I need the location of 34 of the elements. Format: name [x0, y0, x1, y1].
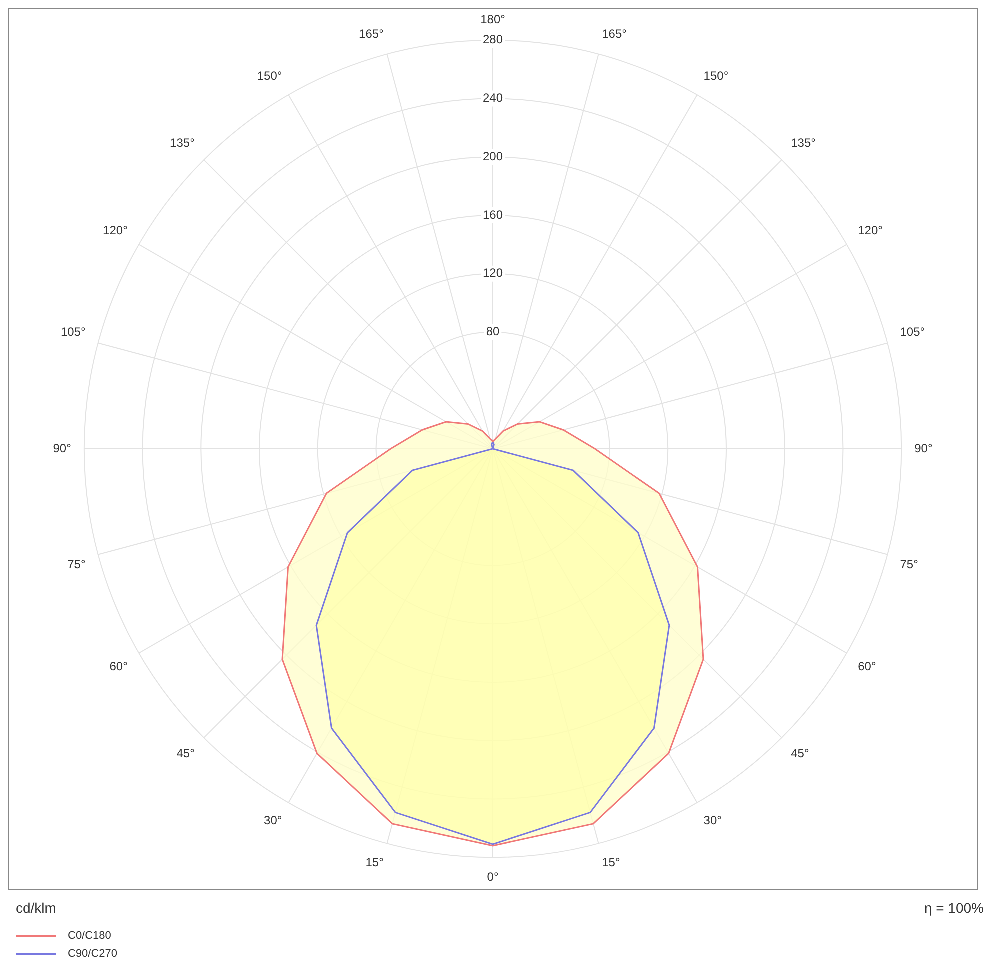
spoke-label: 0° — [487, 870, 499, 884]
spoke-label: 165° — [602, 26, 628, 41]
y-tick-label: 80 — [486, 324, 500, 339]
spoke-label: 15° — [602, 856, 620, 870]
spoke-label: 165° — [359, 26, 384, 41]
spoke-label: 150° — [257, 68, 282, 83]
spoke-label: 60° — [858, 659, 876, 674]
y-tick-label: 280 — [482, 32, 504, 47]
text: η = 100% — [924, 900, 984, 916]
text: cd/klm — [16, 900, 56, 916]
y-tick-label: 200 — [482, 149, 504, 164]
y-tick-label: 120 — [482, 266, 504, 280]
legend-label: C0/C180 — [68, 930, 112, 942]
spoke-label: 15° — [366, 856, 384, 870]
legend-label: C90/C270 — [68, 948, 118, 960]
spoke-label: 120° — [858, 223, 884, 238]
spoke-label: 90° — [914, 441, 933, 456]
spoke-label: 120° — [103, 223, 128, 238]
spoke-label: 135° — [791, 136, 816, 150]
spoke-label: 75° — [68, 558, 86, 572]
spoke-label: 90° — [53, 441, 72, 456]
spoke-label: 150° — [704, 68, 729, 83]
spoke-label: 45° — [176, 746, 196, 761]
spoke-label: 135° — [170, 136, 196, 150]
spoke-label: 180° — [480, 12, 506, 27]
spoke-label: 30° — [264, 814, 282, 828]
y-tick-label: 240 — [482, 91, 504, 106]
y-tick-label: 160 — [482, 208, 504, 222]
spoke-label: 105° — [900, 324, 926, 339]
spoke-label: 30° — [704, 814, 722, 828]
spoke-label: 75° — [900, 558, 919, 572]
spoke-label: 60° — [110, 659, 128, 674]
spoke-label: 45° — [791, 746, 810, 761]
spoke-label: 105° — [60, 324, 86, 339]
